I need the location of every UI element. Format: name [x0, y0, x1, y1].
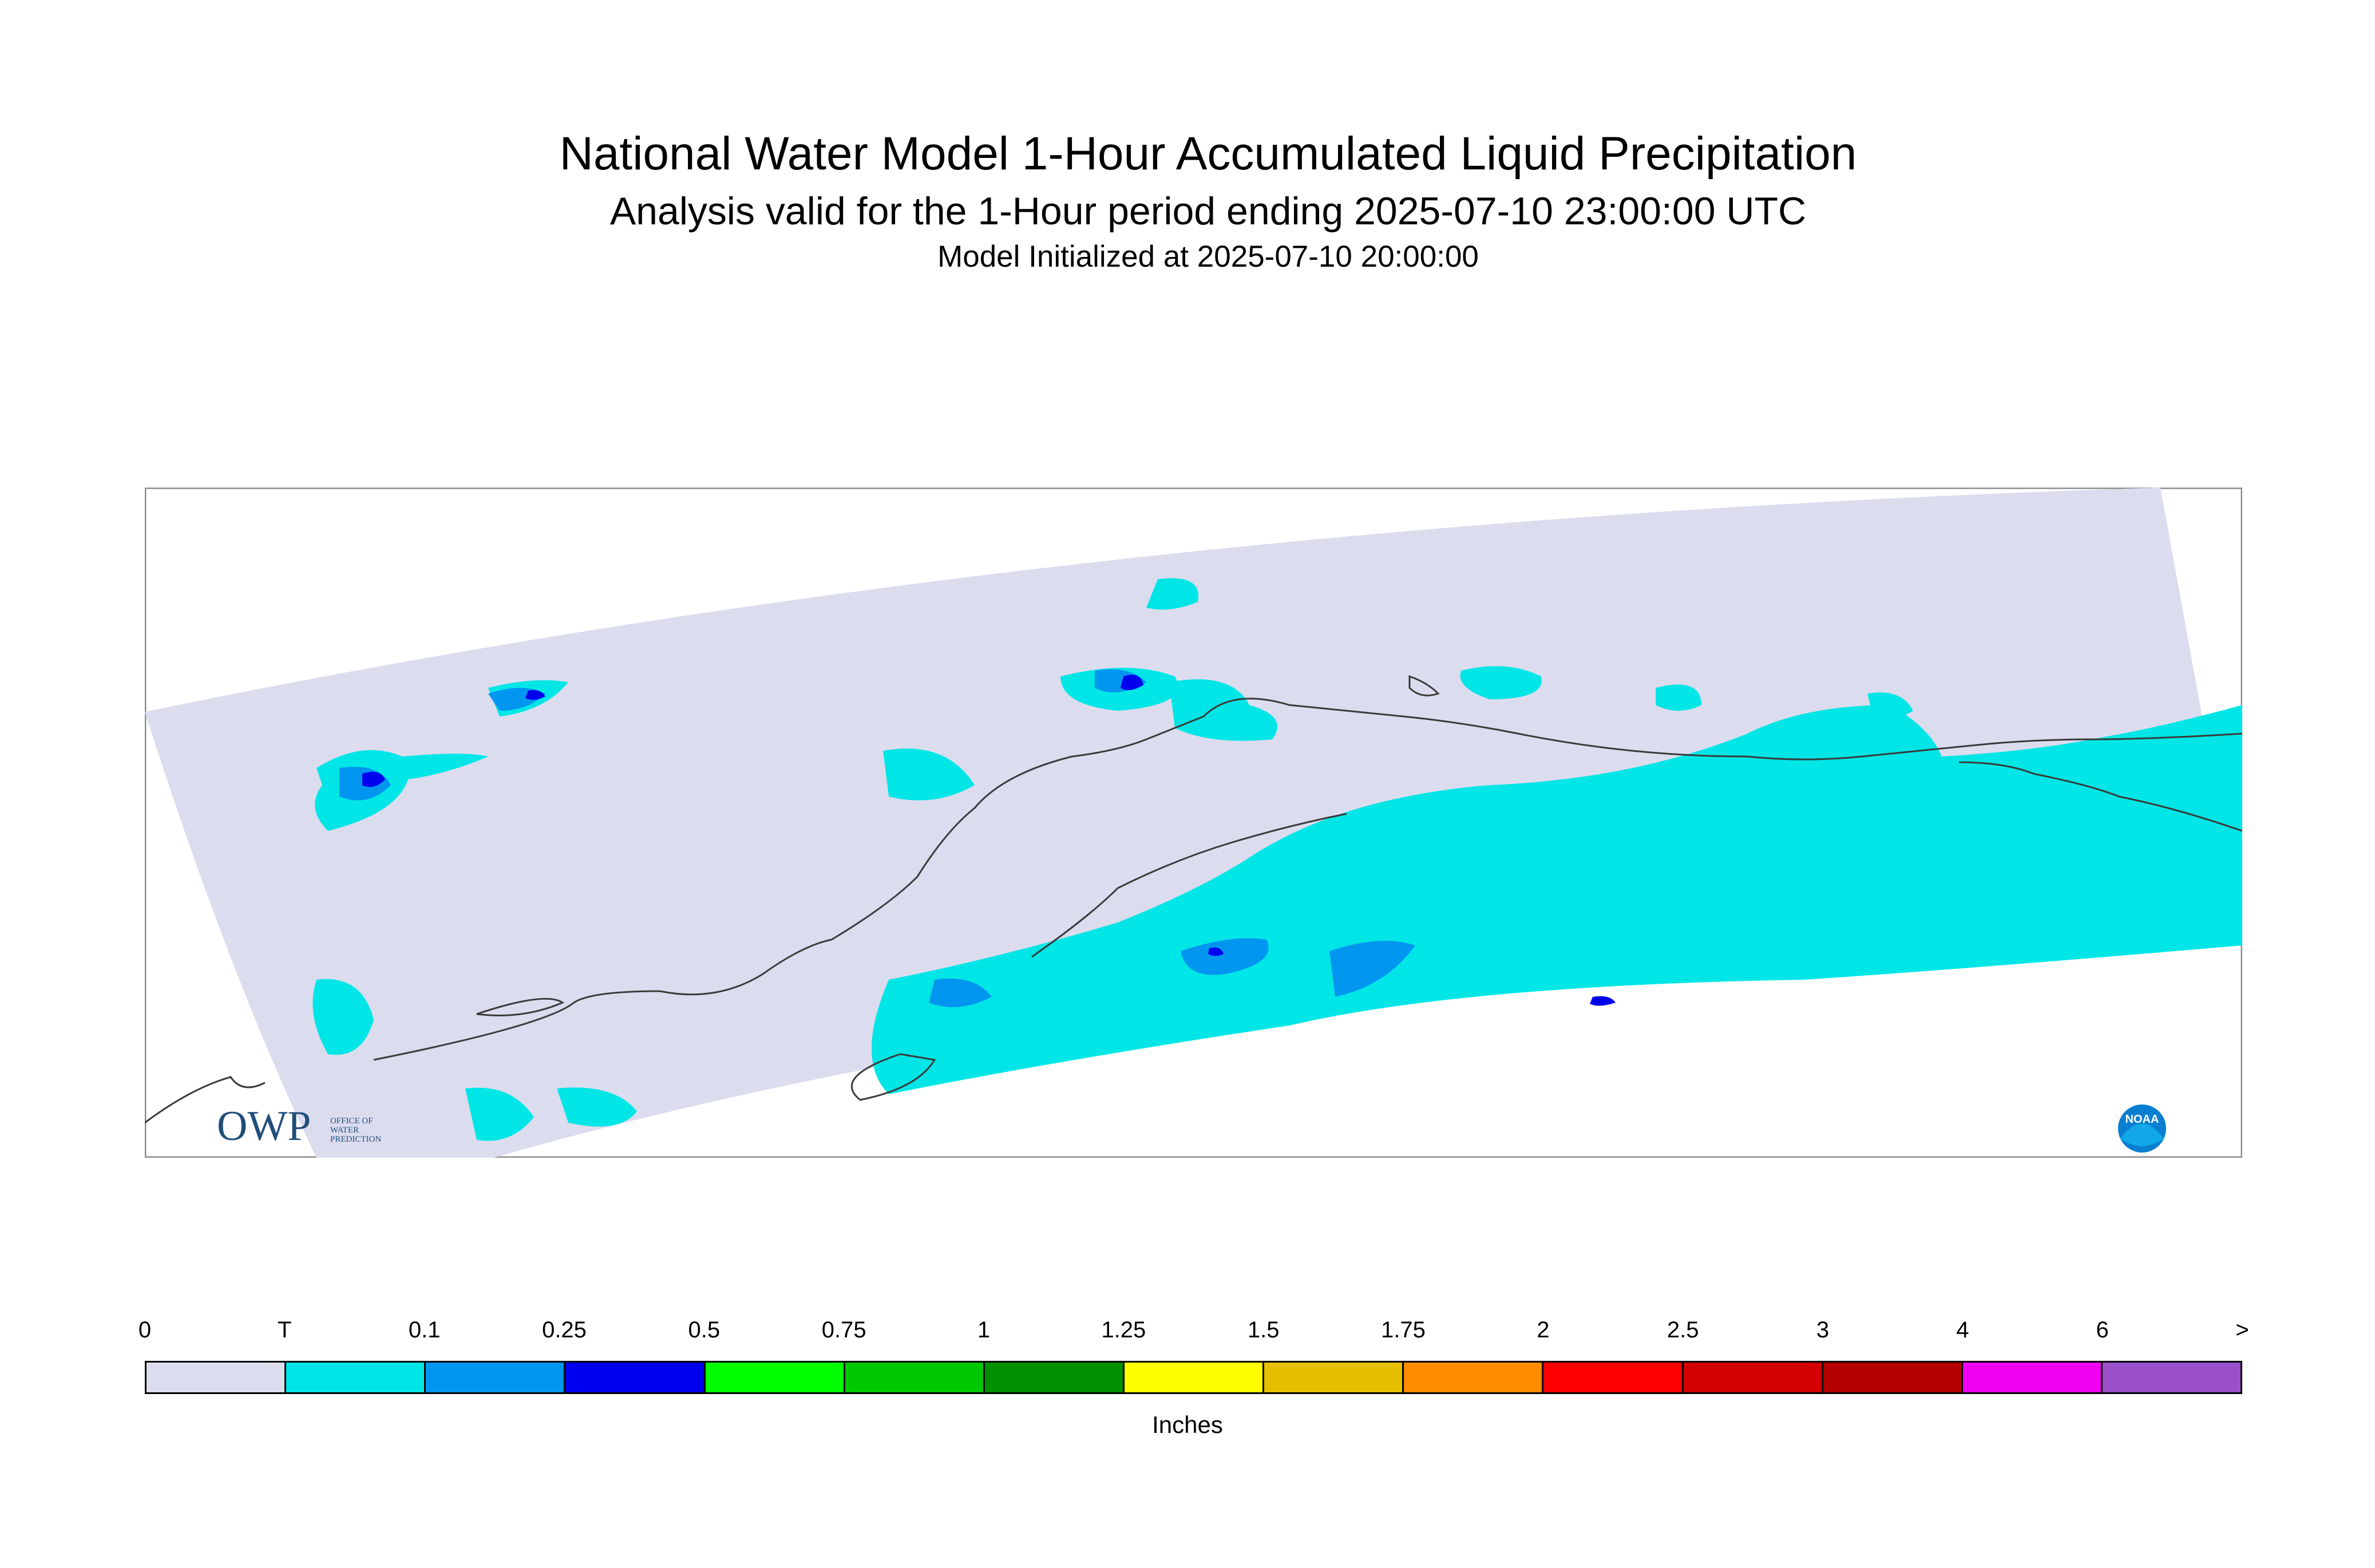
- colorbar-tick-label: >: [2235, 1317, 2249, 1343]
- svg-text:PREDICTION: PREDICTION: [330, 1135, 381, 1144]
- colorbar-tick-label: 1.75: [1381, 1317, 1426, 1343]
- colorbar-tick-label: 0.1: [408, 1317, 441, 1343]
- colorbar-tick-label: 0.75: [821, 1317, 866, 1343]
- colorbar-bin: [984, 1363, 1125, 1392]
- colorbar-tick-label: 2.5: [1667, 1317, 1699, 1343]
- colorbar-bin: [1683, 1363, 1823, 1392]
- colorbar-tick-label: T: [278, 1317, 292, 1343]
- model-init-time: Model Initialized at 2025-07-10 20:00:00: [937, 240, 1479, 274]
- colorbar-tick-label: 1: [977, 1317, 991, 1343]
- colorbar-bin: [286, 1363, 426, 1392]
- colorbar-tick-label: 4: [1956, 1317, 1969, 1343]
- svg-text:OFFICE OF: OFFICE OF: [330, 1116, 373, 1126]
- colorbar-bin: [2102, 1363, 2241, 1392]
- precipitation-map: OWP OFFICE OF WATER PREDICTION NOAA: [145, 488, 2242, 1158]
- map-title: National Water Model 1-Hour Accumulated …: [559, 128, 1857, 180]
- noaa-logo: NOAA: [2118, 1104, 2166, 1153]
- light-precip-areas: [339, 669, 1415, 1007]
- colorbar-bin: [845, 1363, 985, 1392]
- colorbar-tick-label: 6: [2096, 1317, 2109, 1343]
- owp-logo: OWP OFFICE OF WATER PREDICTION: [217, 1103, 381, 1150]
- coastlines: [145, 675, 2242, 1124]
- colorbar-tick-label: 3: [1816, 1317, 1830, 1343]
- colorbar-bin: [1962, 1363, 2103, 1392]
- colorbar-bin: [1124, 1363, 1265, 1392]
- svg-text:WATER: WATER: [330, 1126, 359, 1135]
- colorbar-tick-label: 0: [138, 1317, 152, 1343]
- colorbar-bin: [1264, 1363, 1404, 1392]
- colorbar-bin: [1404, 1363, 1544, 1392]
- moderate-precip-areas: [362, 675, 1616, 1006]
- colorbar-bin: [1823, 1363, 1963, 1392]
- colorbar-bin: [565, 1363, 706, 1392]
- owp-logo-letters: OWP: [217, 1103, 311, 1150]
- colorbar-bin: [1543, 1363, 1684, 1392]
- colorbar-bin: [426, 1363, 566, 1392]
- colorbar: [145, 1361, 2242, 1394]
- colorbar-tick-label: 1.5: [1247, 1317, 1280, 1343]
- colorbar-bin: [147, 1363, 287, 1392]
- trace-precip-areas: [312, 578, 2242, 1141]
- colorbar-units: Inches: [1152, 1411, 1223, 1438]
- colorbar-tick-label: 0.25: [542, 1317, 587, 1343]
- colorbar-tick-label: 1.25: [1101, 1317, 1146, 1343]
- colorbar-bin: [705, 1363, 845, 1392]
- model-domain: [145, 488, 2242, 1158]
- colorbar-tick-label: 0.5: [688, 1317, 721, 1343]
- colorbar-tick-label: 2: [1537, 1317, 1550, 1343]
- map-subtitle: Analysis valid for the 1-Hour period end…: [609, 189, 1807, 233]
- noaa-logo-letters: NOAA: [2125, 1113, 2159, 1126]
